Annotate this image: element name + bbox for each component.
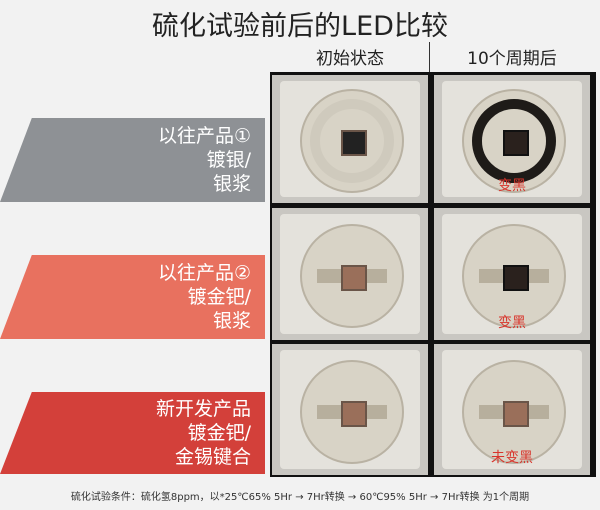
photo-grid: 变黑 变黑 未变黑 [270,72,596,477]
test-conditions-footnote: 硫化试验条件：硫化氢8ppm，以*25℃65% 5Hr → 7Hr转换 → 60… [70,492,530,503]
row-label-3: 新开发产品 镀金钯/金锡键合 [0,392,265,474]
result-label: 变黑 [498,178,526,194]
column-divider [429,42,430,72]
row-label-line: 镀银/ [206,149,251,171]
led-photo-2-initial [272,208,428,340]
result-label: 未变黑 [491,450,533,466]
led-photo-3-after: 未变黑 [434,344,590,475]
row-label-line: 以往产品② [157,262,251,284]
row-label-line: 金锡键合 [174,446,251,468]
page-title: 硫化试验前后的LED比较 [152,11,448,42]
row-label-line: 银浆 [212,173,251,195]
column-header-after: 10个周期后 [467,49,557,69]
row-label-line: 新开发产品 [155,398,251,420]
led-photo-2-after: 变黑 [434,208,590,340]
row-label-line: 镀金钯/ [187,422,251,444]
row-label-line: 镀金钯/ [187,286,251,308]
row-label-1: 以往产品① 镀银/银浆 [0,118,265,202]
led-photo-3-initial [272,344,428,475]
led-photo-1-initial [272,75,428,203]
row-label-2: 以往产品② 镀金钯/银浆 [0,255,265,339]
row-label-line: 以往产品① [157,125,251,147]
column-header-initial: 初始状态 [316,49,384,69]
led-photo-1-after: 变黑 [434,75,590,203]
result-label: 变黑 [498,315,526,331]
row-label-line: 银浆 [212,310,251,332]
